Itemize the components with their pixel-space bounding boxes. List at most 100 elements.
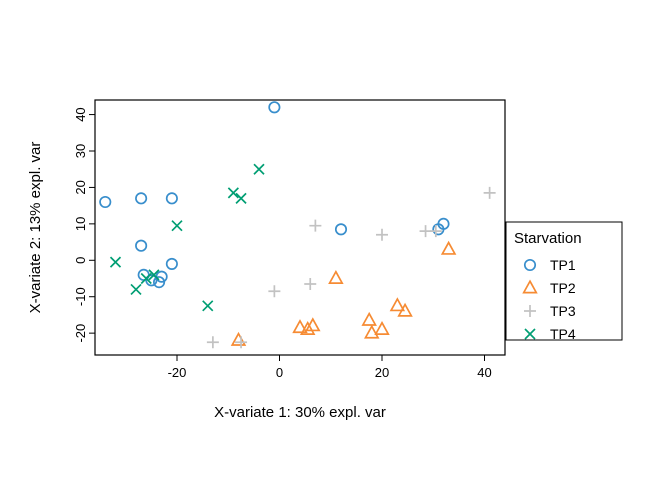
data-point-TP3 [206, 336, 219, 349]
triangle-symbol [328, 269, 344, 284]
legend-label-TP4: TP4 [550, 326, 576, 342]
plus-symbol [419, 225, 432, 238]
circle-symbol [165, 192, 178, 205]
data-point-TP3 [483, 186, 496, 199]
circle-symbol [153, 276, 166, 289]
data-point-TP1 [135, 239, 148, 252]
triangle-symbol [299, 320, 316, 335]
plus-symbol [483, 186, 496, 199]
data-point-TP3 [304, 277, 317, 290]
data-point-TP1 [153, 276, 166, 289]
plot-border [94, 99, 506, 356]
plus-symbol [376, 228, 388, 241]
x-axis-label: X-variate 1: 30% expl. var [214, 404, 386, 421]
data-point-TP1 [99, 195, 112, 209]
plus-symbol [235, 336, 248, 349]
circle-symbol [268, 101, 281, 114]
x-symbol [202, 300, 214, 312]
circle-symbol [99, 195, 112, 209]
y-tick-label: -20 [73, 324, 88, 343]
plus-symbol [268, 285, 281, 298]
data-point-TP1 [165, 257, 178, 270]
data-point-TP2 [374, 320, 390, 335]
legend-label-TP2: TP2 [550, 280, 576, 296]
data-point-TP1 [145, 274, 158, 287]
plus-symbol [304, 277, 317, 290]
y-tick-label: 20 [73, 180, 88, 194]
data-point-TP4 [253, 163, 265, 175]
plus-symbol [309, 219, 322, 232]
legend-symbol-TP1 [523, 258, 537, 272]
triangle-symbol [230, 331, 247, 346]
data-point-TP4 [171, 220, 183, 232]
data-point-TP4 [130, 283, 142, 296]
data-point-TP4 [140, 272, 152, 285]
data-point-TP1 [268, 101, 281, 114]
triangle-symbol [440, 240, 457, 255]
x-tick-label: 0 [276, 365, 283, 380]
x-symbol [140, 272, 152, 285]
triangle-symbol [305, 317, 321, 332]
x-symbol [130, 283, 142, 296]
circle-symbol [135, 192, 148, 205]
data-point-TP4 [235, 192, 247, 204]
triangle-symbol [397, 302, 413, 317]
x-tick-label: 40 [477, 365, 491, 380]
data-point-TP4 [109, 256, 122, 268]
legend-title: Starvation [514, 230, 582, 247]
y-tick-label: 40 [73, 107, 88, 121]
data-point-TP4 [148, 269, 160, 281]
triangle-symbol [361, 311, 377, 326]
triangle-symbol [292, 319, 308, 334]
plus-symbol [524, 305, 536, 317]
data-point-TP4 [202, 300, 214, 312]
triangle-symbol [522, 279, 538, 294]
plus-symbol [429, 225, 442, 238]
y-tick-label: 10 [73, 217, 88, 231]
data-point-TP2 [230, 331, 247, 346]
legend-label-TP3: TP3 [550, 303, 576, 319]
circle-symbol [165, 257, 178, 270]
circle-symbol [437, 217, 450, 230]
x-symbol [524, 328, 536, 340]
data-point-TP2 [397, 302, 413, 317]
circle-symbol [523, 258, 537, 272]
y-tick-label: 0 [73, 257, 88, 264]
x-tick-label: 20 [375, 365, 389, 380]
data-point-TP3 [235, 336, 248, 349]
data-point-TP3 [309, 219, 322, 232]
x-tick-label: -20 [168, 365, 187, 380]
legend-symbol-TP3 [524, 305, 536, 317]
data-point-TP2 [305, 317, 321, 332]
legend-symbol-TP4 [524, 328, 536, 340]
x-symbol [235, 192, 247, 204]
data-point-TP3 [268, 285, 281, 298]
data-point-TP2 [389, 297, 406, 312]
x-symbol [227, 187, 239, 199]
data-point-TP1 [437, 217, 450, 230]
data-point-TP3 [419, 225, 432, 238]
data-point-TP2 [361, 311, 377, 326]
triangle-symbol [389, 297, 406, 312]
x-symbol [109, 256, 122, 268]
legend-box [505, 221, 623, 341]
data-point-TP1 [135, 192, 148, 205]
circle-symbol [135, 239, 148, 252]
data-point-TP4 [227, 187, 239, 199]
x-symbol [171, 220, 183, 232]
data-point-TP2 [292, 319, 308, 334]
data-point-TP1 [334, 223, 348, 236]
triangle-symbol [374, 320, 390, 335]
circle-symbol [145, 274, 158, 287]
triangle-symbol [364, 324, 380, 339]
data-point-TP2 [299, 320, 316, 335]
y-axis-label: X-variate 2: 13% expl. var [27, 142, 44, 314]
x-symbol [148, 269, 160, 281]
x-symbol [253, 163, 265, 175]
data-point-TP2 [364, 324, 380, 339]
y-tick-label: -10 [73, 287, 88, 306]
legend-label-TP1: TP1 [550, 257, 576, 273]
data-point-TP2 [328, 269, 344, 284]
